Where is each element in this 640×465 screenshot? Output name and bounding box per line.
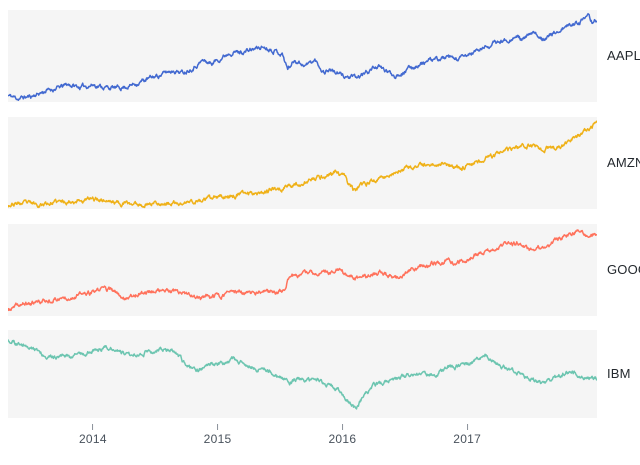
facet-label-amzn: AMZN: [607, 155, 640, 170]
facet-panel-ibm: [8, 330, 597, 418]
aapl-line-chart: [8, 12, 597, 101]
tick-mark: [217, 424, 219, 430]
x-axis-tick-2016: 2016: [328, 424, 356, 446]
tick-mark: [466, 424, 468, 430]
facet-label-ibm: IBM: [607, 366, 631, 381]
x-axis-tick-label: 2015: [203, 432, 232, 446]
facet-panel-goog: [8, 224, 597, 316]
facet-label-goog: GOOG: [607, 262, 640, 277]
x-axis-tick-label: 2016: [328, 432, 357, 446]
facet-panel-amzn: [8, 117, 597, 209]
tick-mark: [92, 424, 94, 430]
x-axis-tick-2017: 2017: [453, 424, 481, 446]
facet-label-aapl: AAPL: [607, 48, 640, 63]
x-axis-tick-2015: 2015: [204, 424, 232, 446]
ibm-line-chart: [8, 339, 597, 410]
x-axis-tick-label: 2017: [453, 432, 482, 446]
goog-line-chart: [8, 229, 597, 312]
x-axis-tick-2014: 2014: [79, 424, 107, 446]
x-axis-tick-label: 2014: [78, 432, 107, 446]
amzn-line-chart: [8, 120, 597, 209]
facet-panel-aapl: [8, 10, 597, 102]
tick-mark: [341, 424, 343, 430]
